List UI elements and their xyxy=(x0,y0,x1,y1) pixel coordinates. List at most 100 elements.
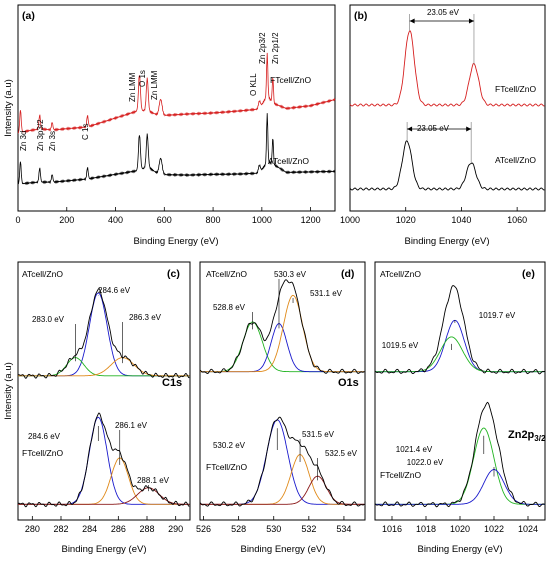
x-tick-label-200: 200 xyxy=(59,215,74,225)
panel-b-xlabel: Binding Energy (eV) xyxy=(404,236,489,247)
peak-label-top-0: 1019.7 eV xyxy=(479,311,516,320)
panel-c-frame xyxy=(17,261,191,521)
panel-a-xlabel: Binding Energy (eV) xyxy=(133,236,218,247)
survey-line-ftcellzno xyxy=(17,52,336,134)
panel-d: (d) Binding Energy (eV) ATcell/ZnO FTcel… xyxy=(196,261,366,555)
fit-envelope-bottom xyxy=(199,416,365,507)
panel-a-frame xyxy=(17,4,336,212)
annotation-zn3d: Zn 3d xyxy=(19,131,28,151)
x-tick-label-1060: 1060 xyxy=(507,215,527,225)
panel-d-label: (d) xyxy=(341,268,354,280)
panel-c-xlabel: Binding Energy (eV) xyxy=(61,544,146,555)
panel-c-ticks: 280 282 284 286 288 290 xyxy=(25,516,183,534)
fit-component-top-1 xyxy=(18,357,190,377)
fit-component-top-0 xyxy=(18,292,190,377)
x-tick-label-1020: 1020 xyxy=(396,215,416,225)
annotation-zn-lmm-2: Zn LMM xyxy=(150,70,159,100)
annotation-zn3p: Zn 3p3/2 xyxy=(36,119,45,151)
panel-b: (b) Binding Energy (eV) 1000 1020 1040 1060… xyxy=(340,4,546,247)
panel-e-curves xyxy=(374,285,546,508)
annotation-zn2p12: Zn 2p1/2 xyxy=(271,32,280,64)
survey-line-atcellzno xyxy=(17,113,336,186)
doublet-line-ftcellzno xyxy=(349,30,545,107)
x-tick-label-1024: 1024 xyxy=(518,524,538,534)
peak-label-top-2: 286.3 eV xyxy=(129,313,162,322)
peak-label-top-0: 284.6 eV xyxy=(98,286,131,295)
panel-b-frame xyxy=(349,4,546,212)
panel-d-ticks: 526 528 530 532 534 xyxy=(196,516,351,534)
panel-b-ticks: 1000 1020 1040 1060 xyxy=(340,207,527,225)
x-tick-label-282: 282 xyxy=(53,524,68,534)
panel-b-legend-ft: FTcell/ZnO xyxy=(495,84,536,94)
fit-envelope-top xyxy=(17,288,190,379)
peak-label-bottom-0: 284.6 eV xyxy=(28,432,61,441)
peak-label-bottom-1: 286.1 eV xyxy=(115,421,148,430)
peak-label-bottom-1: 1022.0 eV xyxy=(407,458,444,467)
panel-a-ticks: 0 200 400 600 800 1000 1200 xyxy=(15,207,321,225)
panel-d-sample-top: ATcell/ZnO xyxy=(206,269,247,279)
x-tick-label-284: 284 xyxy=(82,524,97,534)
peak-label-top-1: 1019.5 eV xyxy=(382,341,419,350)
x-tick-label-800: 800 xyxy=(206,215,221,225)
separation-arrowhead-left-ft xyxy=(409,18,415,24)
panel-d-sample-bottom: FTcell/ZnO xyxy=(206,462,247,472)
fit-component-bottom-0 xyxy=(18,416,190,505)
panel-e: (e) Binding Energy (eV) ATcell/ZnO FTcel… xyxy=(374,261,546,555)
x-tick-label-526: 526 xyxy=(196,524,211,534)
x-tick-label-534: 534 xyxy=(336,524,351,534)
fit-envelope-bottom xyxy=(17,412,190,508)
x-tick-label-1020: 1020 xyxy=(450,524,470,534)
panel-c-peak-labels: 284.6 eV 283.0 eV 286.3 eV 284.6 eV 286.1 eV… xyxy=(28,286,170,492)
x-tick-label-1018: 1018 xyxy=(416,524,436,534)
panel-e-peak-labels: 1019.7 eV 1019.5 eV 1021.4 eV 1022.0 eV xyxy=(382,311,516,477)
panel-a-legend-ft: FTcell/ZnO xyxy=(270,75,311,85)
panel-a-legend-at: ATcell/ZnO xyxy=(268,156,309,166)
x-tick-label-1022: 1022 xyxy=(484,524,504,534)
x-tick-label-280: 280 xyxy=(25,524,40,534)
panel-d-xlabel: Binding Energy (eV) xyxy=(240,544,325,555)
panel-c-core-level: C1s xyxy=(162,377,182,389)
peak-label-bottom-0: 1021.4 eV xyxy=(396,445,433,454)
x-tick-label-290: 290 xyxy=(168,524,183,534)
panel-b-label: (b) xyxy=(354,10,367,22)
peak-label-bottom-2: 532.5 eV xyxy=(325,449,358,458)
panel-c-curves xyxy=(17,288,190,508)
panel-e-xlabel: Binding Energy (eV) xyxy=(417,544,502,555)
panel-a-curves xyxy=(17,52,336,186)
separation-arrowhead-left-at xyxy=(407,126,413,132)
peak-label-top-0: 528.8 eV xyxy=(213,303,246,312)
x-tick-label-528: 528 xyxy=(231,524,246,534)
peak-label-bottom-1: 531.5 eV xyxy=(302,430,335,439)
panel-c-label: (c) xyxy=(167,268,180,280)
x-tick-label-286: 286 xyxy=(111,524,126,534)
annotation-zn2p32: Zn 2p3/2 xyxy=(258,32,267,64)
panel-e-label: (e) xyxy=(522,268,535,280)
separation-arrowhead-right-ft xyxy=(468,18,474,24)
x-tick-label-1200: 1200 xyxy=(301,215,321,225)
annotation-o1s: O 1s xyxy=(138,70,147,87)
panel-e-sample-bottom: FTcell/ZnO xyxy=(380,470,421,480)
panel-e-sample-top: ATcell/ZnO xyxy=(380,269,421,279)
fit-envelope-bottom xyxy=(374,401,546,508)
panel-e-ticks: 1016 1018 1020 1022 1024 xyxy=(382,516,538,534)
x-tick-label-0: 0 xyxy=(15,215,20,225)
x-tick-label-1000: 1000 xyxy=(340,215,360,225)
panel-a: (a) Intensity (a.u) Binding Energy (eV) … xyxy=(3,4,336,247)
fit-envelope-top xyxy=(374,285,545,375)
panel-a-ylabel: Intensity (a.u) xyxy=(3,79,14,137)
panel-d-curves xyxy=(199,279,365,507)
x-tick-label-1016: 1016 xyxy=(382,524,402,534)
panel-c: (c) Intensity (a.u) Binding Energy (eV) … xyxy=(3,261,191,555)
fit-component-top-2 xyxy=(18,357,190,377)
annotation-c1s: C 1s xyxy=(81,124,90,140)
annotation-o-kll: O KLL xyxy=(249,73,258,96)
fit-envelope-top xyxy=(199,279,365,374)
panel-e-frame xyxy=(374,261,546,521)
panel-c-sample-top: ATcell/ZnO xyxy=(22,269,63,279)
panel-e-core-level: Zn2p3/2 xyxy=(508,429,546,443)
panel-b-separation-ft: 23.05 eV xyxy=(427,8,460,17)
x-tick-label-288: 288 xyxy=(139,524,154,534)
annotation-zn3s: Zn 3s xyxy=(48,131,57,151)
x-tick-label-1000: 1000 xyxy=(252,215,272,225)
panel-d-frame xyxy=(199,261,366,521)
